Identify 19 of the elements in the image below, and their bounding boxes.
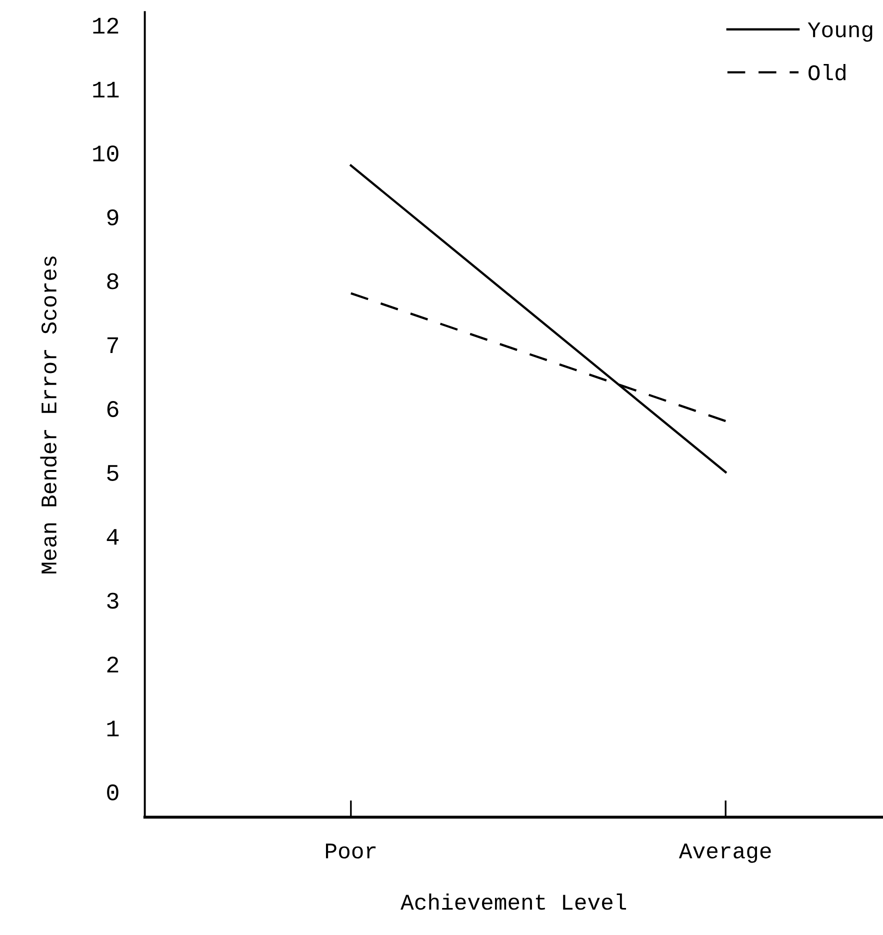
y-tick-label: 2 — [107, 656, 118, 672]
y-tick-label: 12 — [93, 18, 118, 34]
y-tick-label: 10 — [93, 145, 118, 162]
y-tick-label: 5 — [107, 465, 118, 481]
y-tick-label: 0 — [107, 784, 118, 800]
y-axis-title: Mean Bender Error Scores — [40, 256, 57, 574]
legend-label: Young — [808, 22, 872, 42]
y-tick-label: 3 — [107, 592, 118, 609]
y-tick-label: 8 — [107, 273, 118, 290]
y-tick-label: 9 — [107, 209, 118, 226]
y-tick-label: 7 — [107, 337, 118, 353]
legend-label: Old — [808, 64, 846, 80]
x-axis-title: Achievement Level — [400, 893, 626, 910]
x-tick-label: Average — [678, 844, 771, 863]
y-tick-label: 6 — [107, 401, 118, 418]
x-tick-label: Poor — [326, 844, 376, 859]
y-tick-label: 1 — [107, 720, 119, 736]
y-tick-label: 4 — [106, 529, 119, 545]
y-tick-label: 11 — [93, 82, 119, 98]
